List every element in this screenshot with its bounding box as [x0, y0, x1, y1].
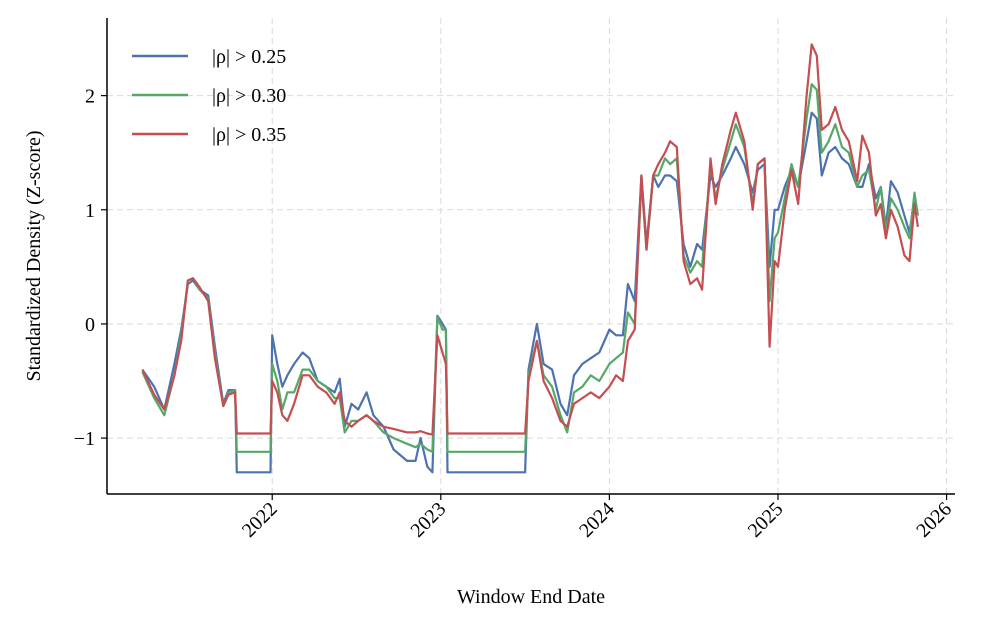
x-tick-label: 2023	[407, 498, 451, 542]
y-tick-label: −1	[74, 428, 95, 450]
x-tick-label: 2026	[912, 498, 956, 542]
x-axis-label: Window End Date	[457, 586, 605, 608]
legend-label: |ρ| > 0.25	[212, 46, 286, 68]
x-tick-label: 2025	[744, 498, 788, 542]
y-tick-label: 1	[85, 200, 95, 222]
x-tick-label: 2024	[575, 498, 619, 542]
series-line	[141, 111, 919, 474]
series-line	[141, 83, 919, 453]
y-axis-label: Standardized Density (Z-score)	[23, 130, 45, 381]
y-tick-label: 2	[85, 86, 95, 108]
y-tick-label: 0	[85, 314, 95, 336]
series-line	[141, 43, 919, 436]
x-tick-label: 2022	[238, 498, 282, 542]
legend-label: |ρ| > 0.35	[212, 124, 286, 146]
legend-label: |ρ| > 0.30	[212, 85, 286, 107]
